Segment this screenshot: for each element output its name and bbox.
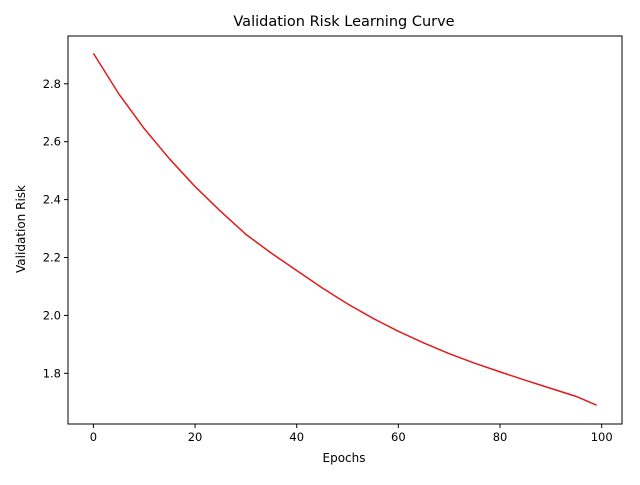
y-tick-label: 2.2 <box>43 251 61 265</box>
y-axis-label: Validation Risk <box>14 185 28 273</box>
x-tick-label: 40 <box>289 430 304 444</box>
y-tick-label: 2.4 <box>43 193 61 207</box>
x-tick-label: 60 <box>391 430 406 444</box>
x-tick-label: 20 <box>188 430 203 444</box>
x-tick-label: 0 <box>90 430 97 444</box>
y-tick-label: 1.8 <box>43 366 61 380</box>
plot-frame <box>67 35 623 425</box>
plot-area: 0 20 40 60 80 100 1.8 2.0 2.2 2.4 2.6 2.8 <box>43 35 623 444</box>
chart-title: Validation Risk Learning Curve <box>233 14 454 30</box>
y-tick-label: 2.8 <box>43 77 61 91</box>
x-tick-label: 100 <box>591 430 613 444</box>
x-axis-label: Epochs <box>323 451 366 465</box>
series-line-0 <box>92 52 597 406</box>
y-tick-label: 2.0 <box>43 308 61 322</box>
x-tick-label: 80 <box>493 430 508 444</box>
y-tick-label: 2.6 <box>43 135 61 149</box>
